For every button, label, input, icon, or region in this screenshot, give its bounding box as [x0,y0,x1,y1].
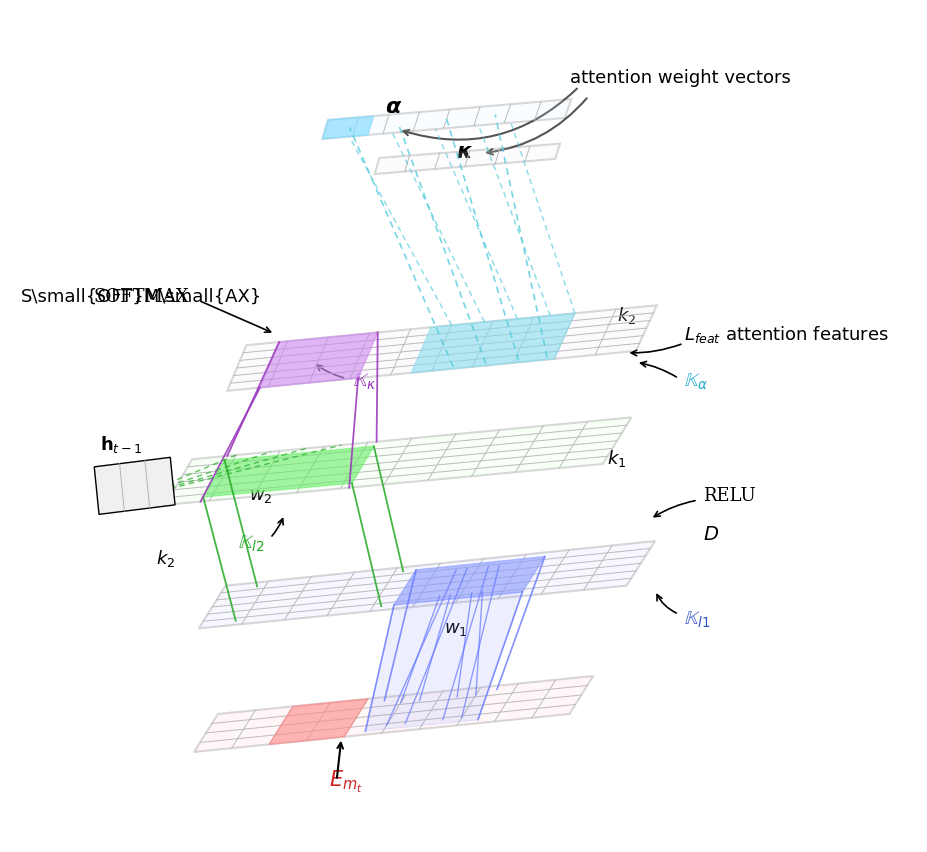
Text: $E_{m_t}$: $E_{m_t}$ [329,768,363,794]
Text: $\mathbb{K}_{l1}$: $\mathbb{K}_{l1}$ [683,609,711,630]
Text: $k_2$: $k_2$ [156,547,175,568]
Text: $L_{feat}$ attention features: $L_{feat}$ attention features [683,324,888,345]
Polygon shape [375,145,560,175]
Polygon shape [203,446,374,498]
Text: $w_2$: $w_2$ [248,486,273,504]
Text: RELU: RELU [703,486,756,504]
Text: $w_1$: $w_1$ [444,619,467,637]
Text: $D$: $D$ [703,524,718,544]
Polygon shape [260,333,377,389]
Text: $\boldsymbol{\alpha}$: $\boldsymbol{\alpha}$ [385,96,402,117]
Text: attention weight vectors: attention weight vectors [569,69,791,87]
Polygon shape [227,306,657,391]
Text: $\mathbb{K}_{\kappa}$: $\mathbb{K}_{\kappa}$ [353,371,377,392]
Polygon shape [198,541,655,629]
Text: S\small{OFT}M\small{AX}: S\small{OFT}M\small{AX} [21,287,262,305]
Text: SOFTMAX: SOFTMAX [94,287,190,305]
Text: $\boldsymbol{\kappa}$: $\boldsymbol{\kappa}$ [456,142,474,162]
Polygon shape [323,100,571,140]
Text: $k_2$: $k_2$ [617,305,636,325]
Polygon shape [323,117,374,140]
Text: $\mathbb{K}_{l2}$: $\mathbb{K}_{l2}$ [237,533,264,554]
Polygon shape [394,557,545,605]
Text: $\mathbb{K}_{\alpha}$: $\mathbb{K}_{\alpha}$ [683,371,708,392]
Polygon shape [412,314,575,373]
Text: $k_1$: $k_1$ [607,447,627,469]
Polygon shape [365,592,523,731]
Text: $\mathbf{h}_{t-1}$: $\mathbf{h}_{t-1}$ [100,433,142,454]
Polygon shape [194,676,593,752]
Polygon shape [166,418,631,505]
Polygon shape [269,699,368,745]
Polygon shape [95,458,175,515]
